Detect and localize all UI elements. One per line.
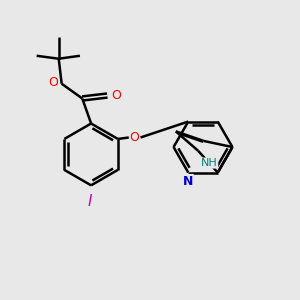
Text: O: O [111, 89, 121, 102]
Text: NH: NH [201, 158, 218, 168]
Text: O: O [129, 131, 139, 144]
Text: I: I [87, 194, 92, 208]
Text: O: O [48, 76, 58, 89]
Text: N: N [182, 175, 193, 188]
